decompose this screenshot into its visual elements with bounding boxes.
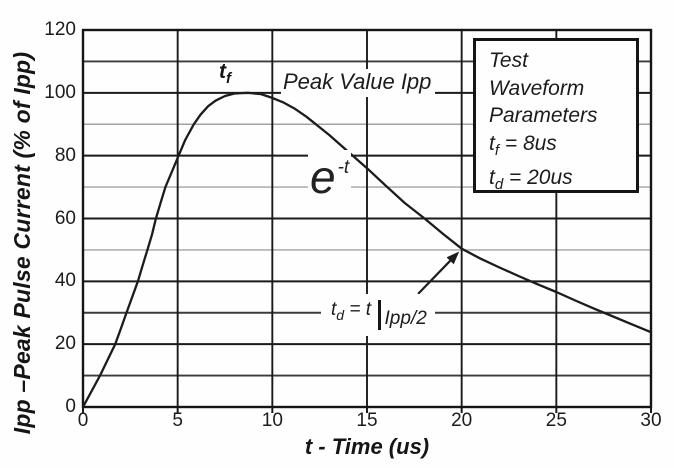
params-line-td: td = 20us <box>489 166 573 194</box>
exp-superscript: -t <box>337 157 350 178</box>
td-arrow-shaft <box>417 260 451 295</box>
td-equals-t: = t <box>344 299 372 320</box>
y-tick-label: 40 <box>54 270 76 292</box>
params-line-waveform: Waveform <box>489 76 585 100</box>
x-tick-label: 5 <box>172 410 183 431</box>
annotation-td-at-half-ipp: td = t Ipp/2 <box>321 294 435 336</box>
annotation-exp-decay: e -t <box>308 150 352 204</box>
y-tick-label: 0 <box>65 396 76 417</box>
y-tick-label: 100 <box>44 81 76 103</box>
td-base: t <box>331 299 337 320</box>
x-tick-label: 0 <box>77 410 89 431</box>
waveform-curve <box>81 91 653 409</box>
condition-bar <box>378 300 381 330</box>
params-line-test: Test <box>489 49 528 72</box>
exp-base: e <box>310 151 336 203</box>
x-tick-label: 20 <box>451 410 473 431</box>
params-line-parameters: Parameters <box>489 104 598 127</box>
y-tick-label: 80 <box>54 144 76 166</box>
td-condition: Ipp/2 <box>384 308 427 329</box>
annotation-tf: tf <box>203 60 247 87</box>
td-arrow-head <box>446 251 460 265</box>
y-tick-label: 60 <box>54 207 76 229</box>
annotation-peak-value: Peak Value Ipp <box>281 69 436 97</box>
y-axis-label: Ipp –Peak Pulse Current (% of Ipp) <box>9 51 35 435</box>
x-tick-label: 30 <box>640 410 662 431</box>
x-tick-label: 10 <box>261 410 283 431</box>
x-tick-label: 15 <box>356 410 378 431</box>
test-waveform-parameters-box: Test Waveform Parameters tf = 8us td = 2… <box>473 38 639 193</box>
x-axis-label: t - Time (us) <box>304 434 430 459</box>
td-subscript: d <box>336 306 345 323</box>
tf-base: t <box>219 60 226 83</box>
x-tick-label: 25 <box>545 410 567 431</box>
params-line-tf: tf = 8us <box>489 131 557 159</box>
y-tick-label: 120 <box>44 19 76 40</box>
plot-frame <box>81 28 653 409</box>
tf-subscript: f <box>226 70 231 88</box>
y-tick-label: 20 <box>54 333 76 355</box>
